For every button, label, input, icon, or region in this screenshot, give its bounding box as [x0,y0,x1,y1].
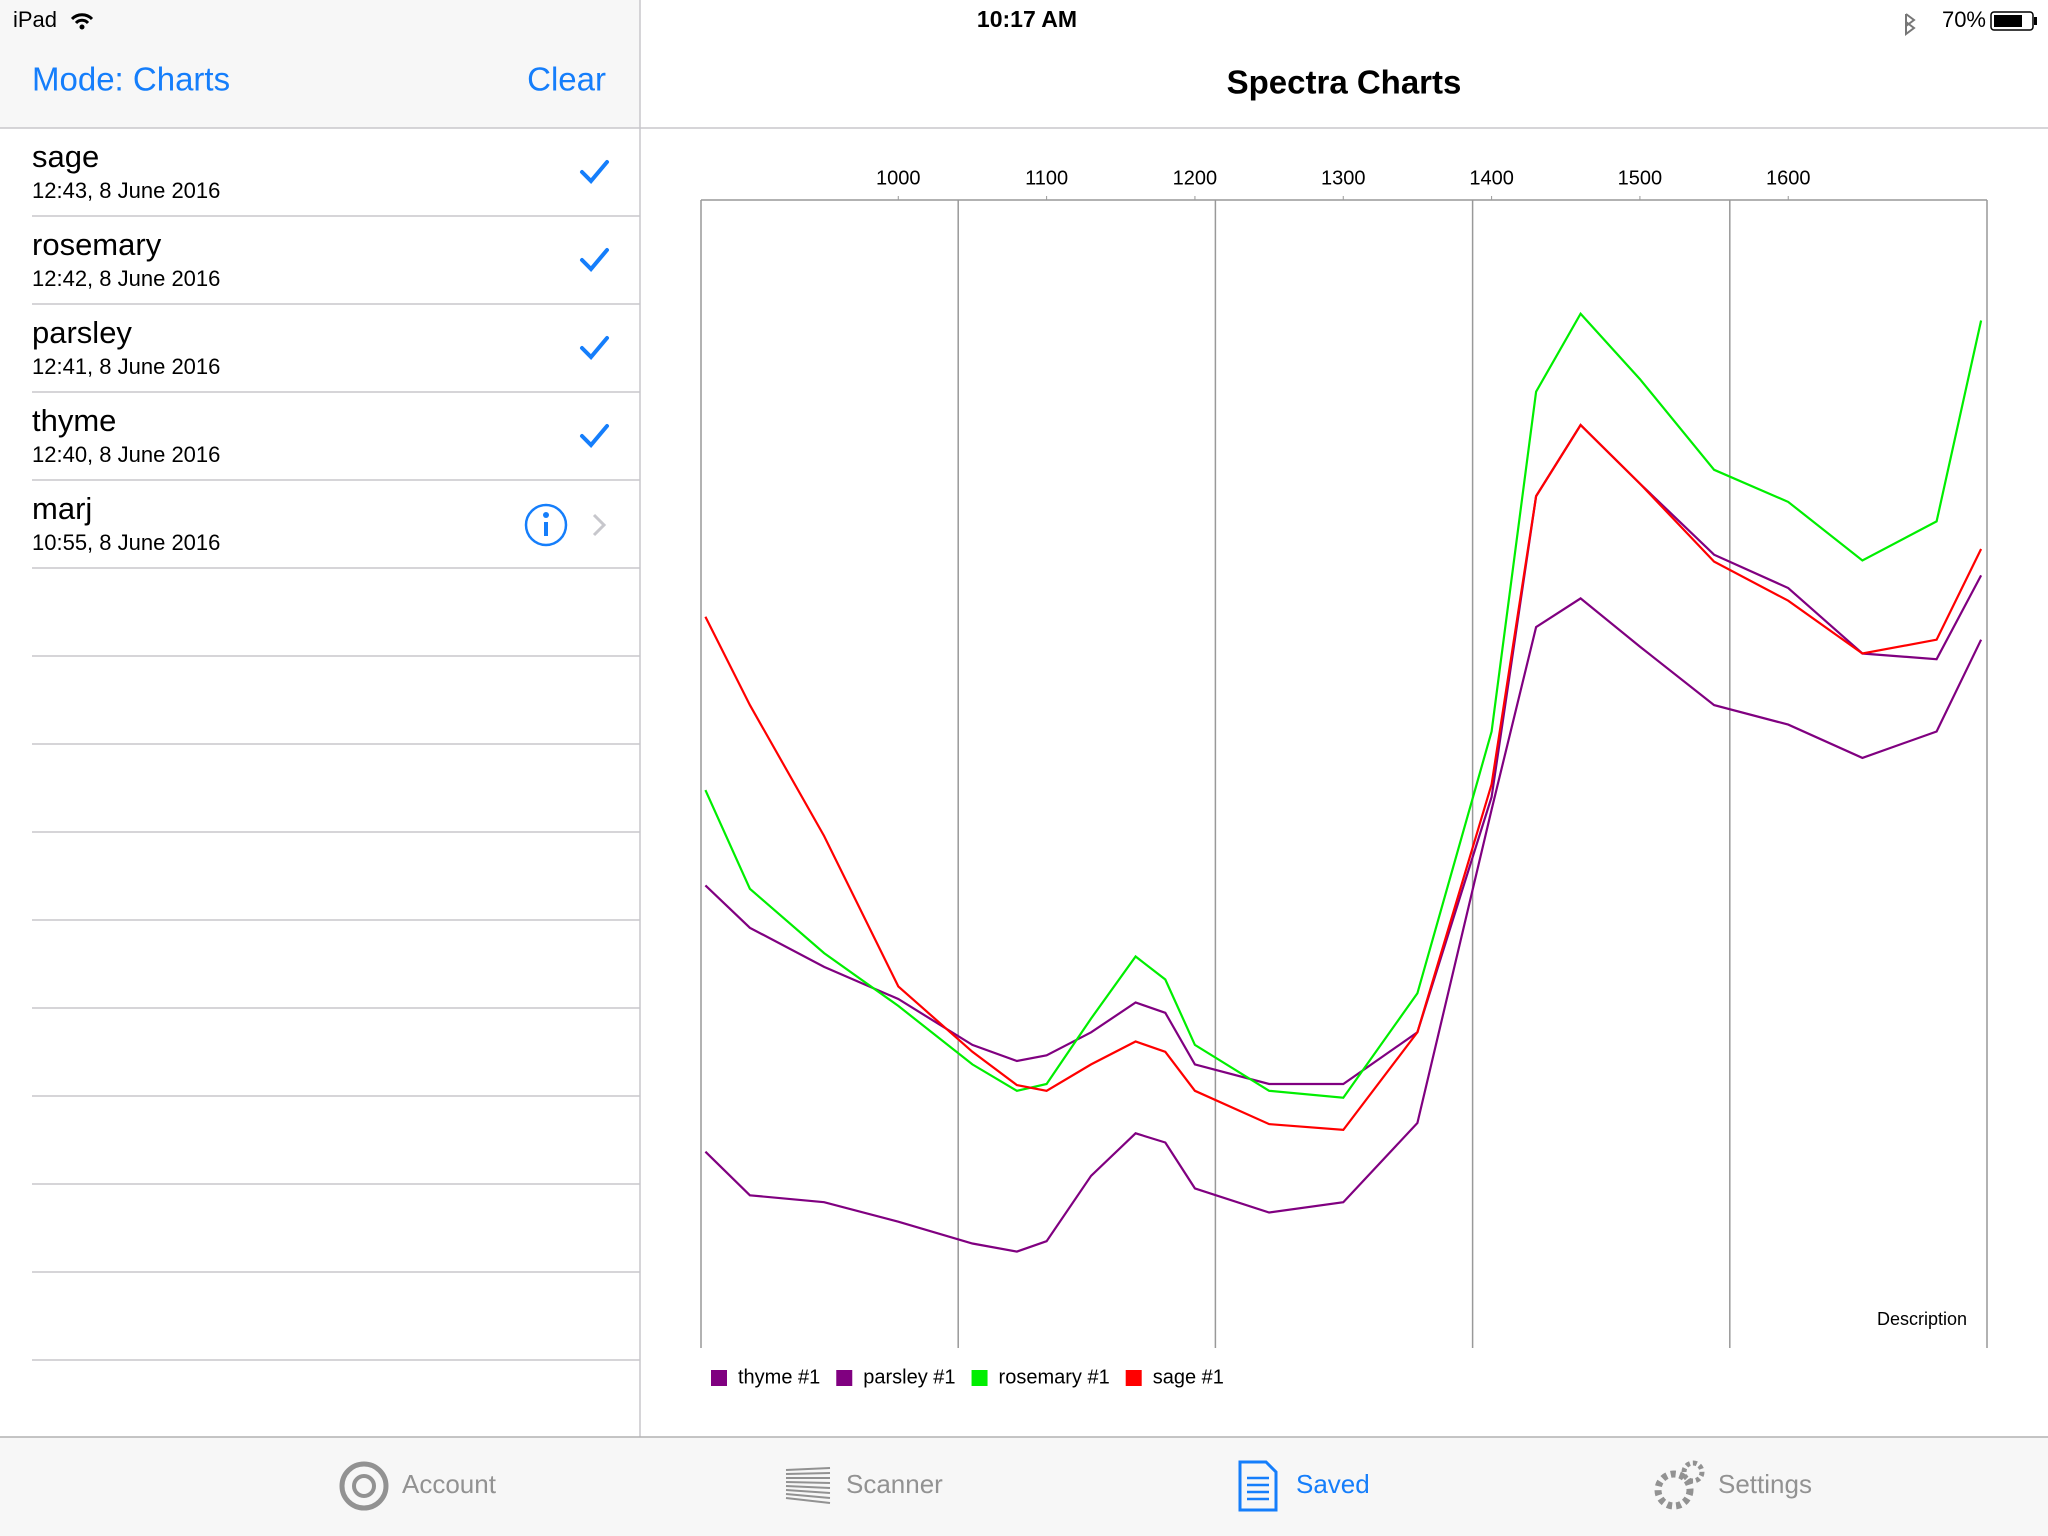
item-name: rosemary [32,227,162,262]
x-tick-label: 1000 [876,167,921,189]
disclosure-chevron [592,513,607,537]
status-battery: 70% [1942,7,1986,32]
legend-label: parsley #1 [863,1366,955,1388]
scanner-icon [785,1489,831,1494]
info-button[interactable] [524,503,568,547]
tab-label: Scanner [846,1469,943,1499]
battery-icon [1990,11,2034,31]
battery-tip [2034,17,2037,25]
scanner-icon [785,1485,831,1489]
info-glyph-stem [544,522,548,536]
tab-label: Settings [1718,1469,1812,1499]
x-tick-label: 1200 [1173,167,1218,189]
checkmark [580,160,609,184]
saved-icon [1238,1460,1278,1512]
settings-icon [1654,1470,1694,1510]
tab-item[interactable]: Scanner [785,1467,943,1504]
checkmark [580,248,609,272]
legend-swatch [836,1370,853,1386]
account-icon [339,1461,389,1511]
tabs: Account Scanner Saved Settings [339,1460,1812,1512]
info-glyph-dot [543,512,549,518]
legend-label: thyme #1 [738,1366,820,1388]
wifi-icon-dot [79,24,85,30]
item-date: 12:42, 8 June 2016 [32,266,220,291]
tab-item[interactable]: Settings [1654,1460,1812,1510]
x-tick-label: 1400 [1469,167,1514,189]
legend-label: sage #1 [1153,1366,1224,1388]
page-title: Spectra Charts [1227,64,1462,101]
account-icon-inner [352,1474,376,1498]
bluetooth-icon [1905,13,1916,36]
status-device: iPad [13,7,57,32]
detail-nav-bar [640,0,2048,128]
saved-row[interactable]: thyme 12:40, 8 June 2016 [32,403,609,467]
x-tick-label: 1500 [1618,167,1663,189]
clear-button[interactable]: Clear [527,61,606,98]
series-line [704,311,1983,1099]
item-date: 10:55, 8 June 2016 [32,530,220,555]
status-time: 10:17 AM [977,6,1077,32]
tab-item[interactable]: Saved [1238,1460,1370,1512]
settings-icon-small [1681,1460,1705,1484]
saved-row[interactable]: parsley 12:41, 8 June 2016 [32,315,609,379]
checkmark [580,336,609,360]
tab-label: Saved [1296,1469,1370,1499]
x-tick-label: 1300 [1321,167,1366,189]
item-name: sage [32,139,99,174]
tab-label: Account [402,1469,497,1499]
legend-label: rosemary #1 [999,1366,1110,1388]
sidebar-nav-bar [0,0,640,128]
mode-button[interactable]: Mode: Charts [32,61,230,98]
saved-row[interactable]: sage 12:43, 8 June 2016 [32,139,609,203]
legend-swatch [971,1370,988,1386]
series-line [704,597,1983,1253]
wifi-icon [70,13,94,25]
battery-level [1994,15,2022,27]
chart-annotation: Description [1877,1309,1967,1329]
saved-list: sage 12:43, 8 June 2016 rosemary 12:42, 8 J… [32,139,640,1361]
tab-item[interactable]: Account [339,1461,497,1511]
x-tick-label: 1100 [1025,167,1068,189]
item-name: marj [32,491,92,526]
checkmark [580,424,609,448]
legend-swatch [711,1370,727,1386]
legend-swatch [1125,1370,1142,1386]
saved-row[interactable]: rosemary 12:42, 8 June 2016 [32,227,609,291]
item-date: 12:43, 8 June 2016 [32,178,220,203]
spectra-chart: 1000 1100 1200 1300 1400 1500 1600 Description t… [700,167,1988,1388]
scanner-icon [785,1472,831,1475]
series-line [704,423,1983,1132]
scanner-icon [785,1497,831,1504]
x-tick-label: 1600 [1766,167,1811,189]
saved-row[interactable]: marj 10:55, 8 June 2016 [32,491,607,555]
scanner-icon [785,1493,831,1499]
scanner-icon [785,1481,831,1484]
item-date: 12:40, 8 June 2016 [32,442,220,467]
scanner-icon [785,1467,831,1471]
item-name: thyme [32,403,116,438]
item-name: parsley [32,315,132,350]
item-date: 12:41, 8 June 2016 [32,354,220,379]
